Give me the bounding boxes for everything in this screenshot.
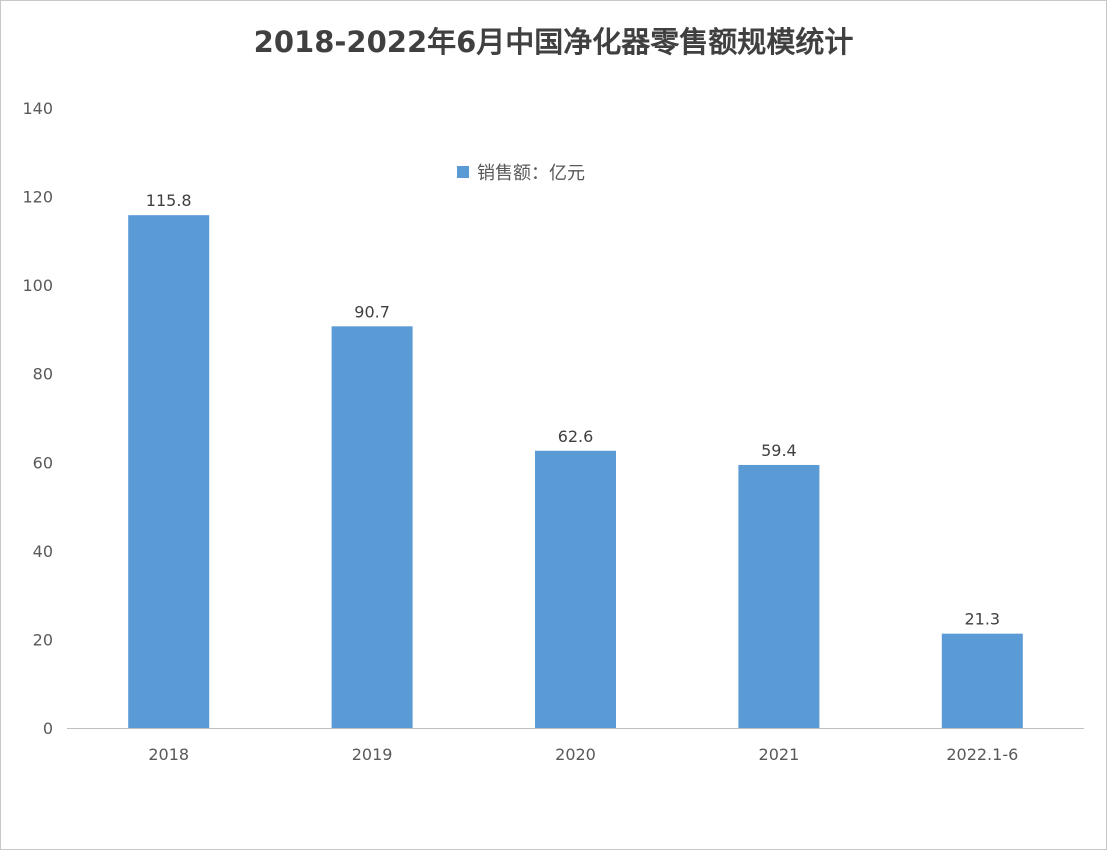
bar	[535, 450, 616, 728]
bar-data-label: 59.4	[761, 441, 797, 460]
legend: 销售额：亿元	[457, 159, 585, 185]
bar-data-label: 90.7	[354, 302, 390, 321]
x-tick-label: 2022.1-6	[946, 745, 1018, 764]
y-tick-label: 20	[33, 630, 53, 649]
y-tick-label: 120	[22, 188, 53, 207]
legend-label: 销售额：亿元	[477, 163, 585, 184]
y-tick-label: 80	[33, 365, 53, 384]
y-tick-label: 60	[33, 453, 53, 472]
x-tick-label: 2021	[759, 745, 800, 764]
bar	[331, 326, 413, 728]
bar	[941, 633, 1023, 728]
x-tick-label: 2020	[555, 745, 596, 764]
y-tick-label: 40	[33, 542, 53, 561]
bar-data-label: 21.3	[964, 610, 1000, 629]
bar-data-label: 115.8	[146, 191, 192, 210]
y-tick-label: 140	[22, 99, 53, 118]
bar	[128, 215, 210, 728]
y-tick-label: 0	[43, 719, 53, 738]
chart-title: 2018-2022年6月中国净化器零售额规模统计	[253, 25, 854, 59]
y-tick-label: 100	[22, 276, 53, 295]
x-tick-label: 2019	[352, 745, 393, 764]
x-tick-label: 2018	[148, 745, 189, 764]
bar	[738, 464, 820, 728]
legend-swatch	[457, 166, 469, 178]
bar-data-label: 62.6	[558, 427, 594, 446]
